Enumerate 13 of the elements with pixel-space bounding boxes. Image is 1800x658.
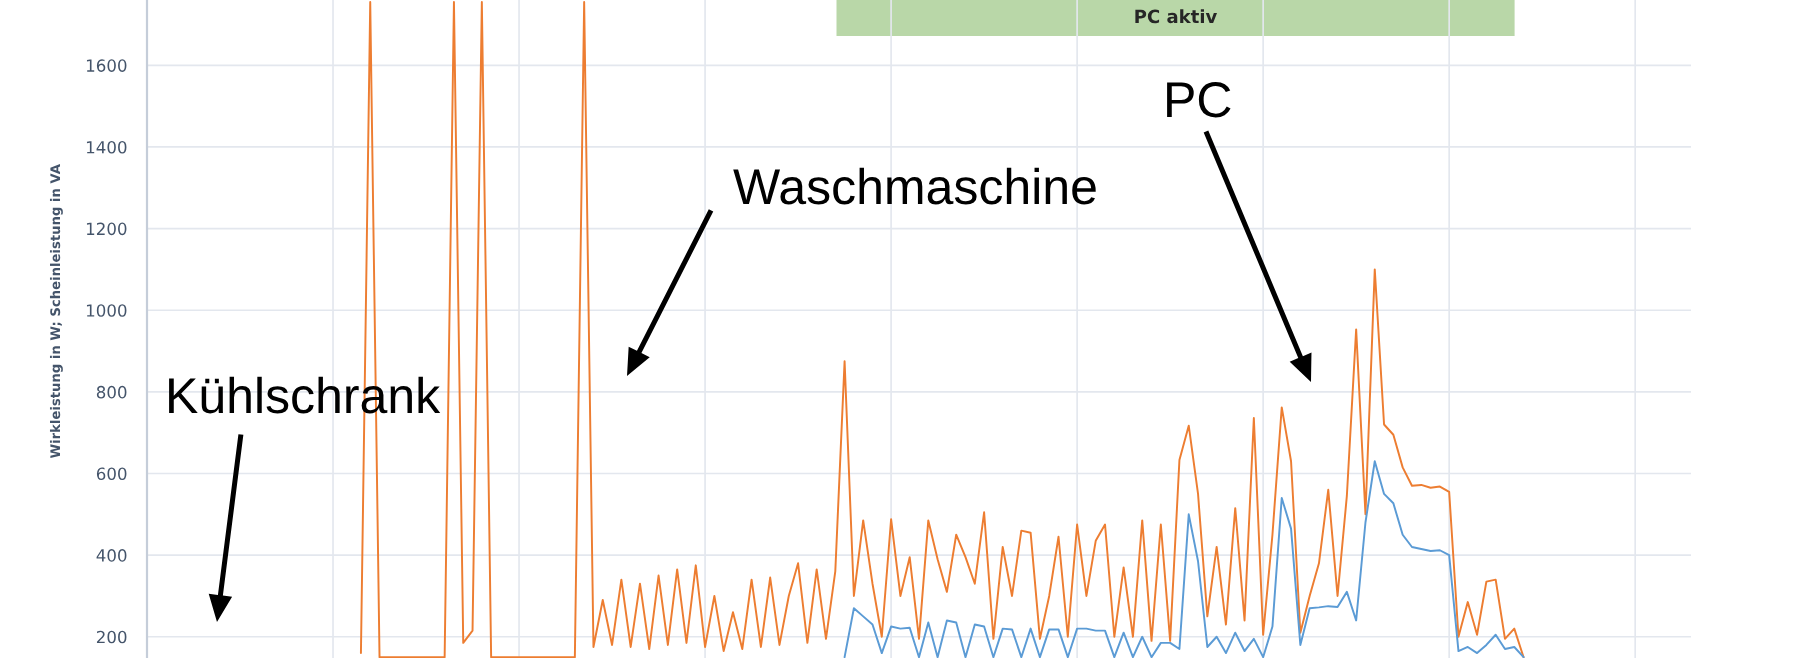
y-axis-title: Wirkleistung in W; Scheinleistung in VA <box>49 164 63 459</box>
annotation: PC <box>1167 82 1231 118</box>
y-tick-label: 600 <box>96 467 127 481</box>
y-tick-label: 400 <box>96 549 127 562</box>
line-series <box>843 460 1525 658</box>
y-tick-label: 1000 <box>86 304 127 317</box>
annotation: Waschmaschine <box>733 167 1096 205</box>
y-tick-label: 1600 <box>86 59 127 72</box>
y-tick-label: 200 <box>96 630 127 644</box>
y-tick-label: 1400 <box>86 140 127 154</box>
y-tick-label: 800 <box>96 385 127 399</box>
annotation: PC aktiv <box>1135 9 1218 24</box>
y-tick-label: 1200 <box>86 222 127 236</box>
